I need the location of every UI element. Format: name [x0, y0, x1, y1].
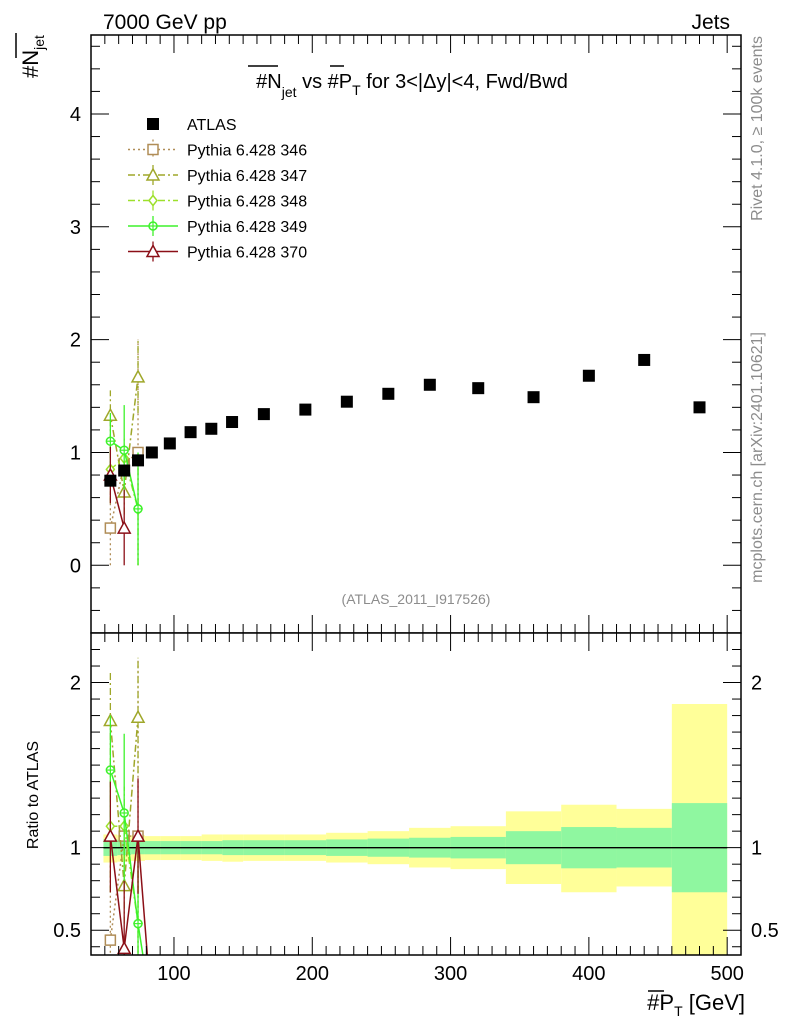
main-data-point: [527, 391, 540, 404]
main-data-point: [257, 408, 270, 421]
legend-entry: ATLAS: [147, 117, 237, 134]
ratio-plot-area: [91, 633, 741, 955]
ratio-series-line: [109, 836, 149, 955]
main-data-point: [118, 464, 131, 477]
y-tick-label: 3: [70, 217, 81, 239]
ratio-bands: [91, 633, 741, 955]
legend-label: ATLAS: [187, 117, 237, 134]
main-panel: [91, 35, 741, 633]
legend-marker: [148, 194, 158, 207]
ratio-data-point: [116, 940, 132, 955]
plot-title: #Njet vs #PT for 3<|Δy|<4, Fwd/Bwd: [256, 71, 568, 100]
ratio-frame: 0.5 0.5 1 1 2 2 100 200 300 400 500: [53, 632, 779, 985]
ratio-data-point: [105, 765, 116, 775]
legend-label: Pythia 6.428 349: [187, 219, 307, 236]
y-tick-label: 1: [70, 442, 81, 464]
ratio-data-point: [133, 918, 143, 929]
main-data-point: [472, 382, 485, 395]
main-data-point: [133, 504, 143, 514]
main-data-point: [299, 403, 312, 416]
main-data-point: [145, 446, 158, 459]
xlabel: #PT [GeV]: [647, 990, 745, 1019]
legend-label: Pythia 6.428 370: [187, 245, 307, 262]
main-ylabel: #Njet: [15, 33, 47, 78]
main-data-point: [116, 520, 132, 534]
ratio-y-tick-label-right: 1: [751, 838, 762, 860]
main-data-point: [105, 436, 116, 446]
ratio-series-layer: [103, 657, 149, 955]
header-jets-label: Jets: [691, 11, 730, 34]
ratio-series-4: [103, 778, 149, 955]
main-data-point: [184, 426, 197, 439]
legend-marker: [145, 243, 161, 258]
main-data-point: [423, 378, 436, 391]
main-plot-area: [91, 35, 741, 633]
legend-entry: Pythia 6.428 346: [128, 139, 307, 160]
legend-marker: [147, 143, 159, 156]
ratio-series-line: [109, 769, 144, 955]
main-data-point: [119, 445, 129, 455]
main-series-0: [104, 353, 706, 487]
main-data-point: [104, 474, 117, 487]
main-data-point: [582, 369, 595, 382]
legend-marker: [145, 167, 161, 181]
y-tick-label: 4: [70, 104, 81, 126]
ratio-data-point: [104, 934, 117, 946]
legend-entry: Pythia 6.428 370: [128, 241, 307, 262]
legend-entry: Pythia 6.428 348: [128, 190, 307, 211]
legend-label: Pythia 6.428 347: [187, 168, 307, 185]
main-data-point: [163, 437, 176, 450]
main-data-point: [693, 401, 706, 414]
ratio-data-point: [130, 709, 146, 723]
mcplots-label: mcplots.cern.ch [arXiv:2401.10621]: [749, 332, 766, 583]
legend: ATLAS Pythia 6.428 346 Pythia 6.428 347 Pyt…: [128, 117, 307, 262]
x-tick-label: 200: [296, 963, 329, 985]
ratio-y-tick-label: 1: [70, 838, 81, 860]
ratio-border: [90, 632, 742, 956]
x-tick-label: 100: [157, 963, 190, 985]
svg-text:#PT [GeV]: #PT [GeV]: [647, 990, 745, 1019]
ratio-series-3: [105, 715, 144, 955]
ratio-data-point: [119, 808, 129, 818]
rivet-label: Rivet 4.1.0, ≥ 100k events: [749, 36, 766, 221]
analysis-watermark: (ATLAS_2011_I917526): [342, 591, 491, 607]
x-tick-label: 400: [572, 963, 605, 985]
ratio-data-point: [130, 828, 146, 842]
legend-entry: Pythia 6.428 347: [128, 165, 307, 185]
main-data-point: [226, 416, 239, 429]
main-series-4: [105, 405, 143, 566]
x-tick-label: 300: [434, 963, 467, 985]
ratio-y-tick-label: 0.5: [53, 920, 81, 942]
main-data-point: [205, 422, 218, 435]
ratio-ylabel: Ratio to ATLAS: [25, 741, 42, 849]
main-frame: 0 1 2 3 4: [70, 34, 742, 634]
main-data-point: [130, 369, 146, 383]
main-series-layer: [103, 339, 706, 566]
main-data-point: [132, 454, 145, 467]
ratio-y-tick-label-right: 0.5: [751, 920, 779, 942]
main-data-point: [638, 353, 651, 366]
x-tick-label: 500: [710, 963, 743, 985]
legend-entry: Pythia 6.428 349: [128, 216, 307, 236]
ratio-y-tick-label-right: 2: [751, 673, 762, 695]
svg-text:#Njet: #Njet: [18, 35, 47, 78]
legend-marker: [148, 221, 158, 231]
legend-label: Pythia 6.428 346: [187, 143, 307, 160]
main-data-point: [104, 522, 117, 534]
header-energy-label: 7000 GeV pp: [103, 11, 227, 34]
legend-marker: [147, 118, 159, 130]
ratio-y-tick-label: 2: [70, 673, 81, 695]
y-tick-label: 2: [70, 330, 81, 352]
y-tick-label: 0: [70, 555, 81, 577]
main-data-point: [382, 387, 395, 400]
legend-label: Pythia 6.428 348: [187, 194, 307, 211]
main-data-point: [340, 395, 353, 408]
ratio-data-point: [103, 828, 118, 842]
